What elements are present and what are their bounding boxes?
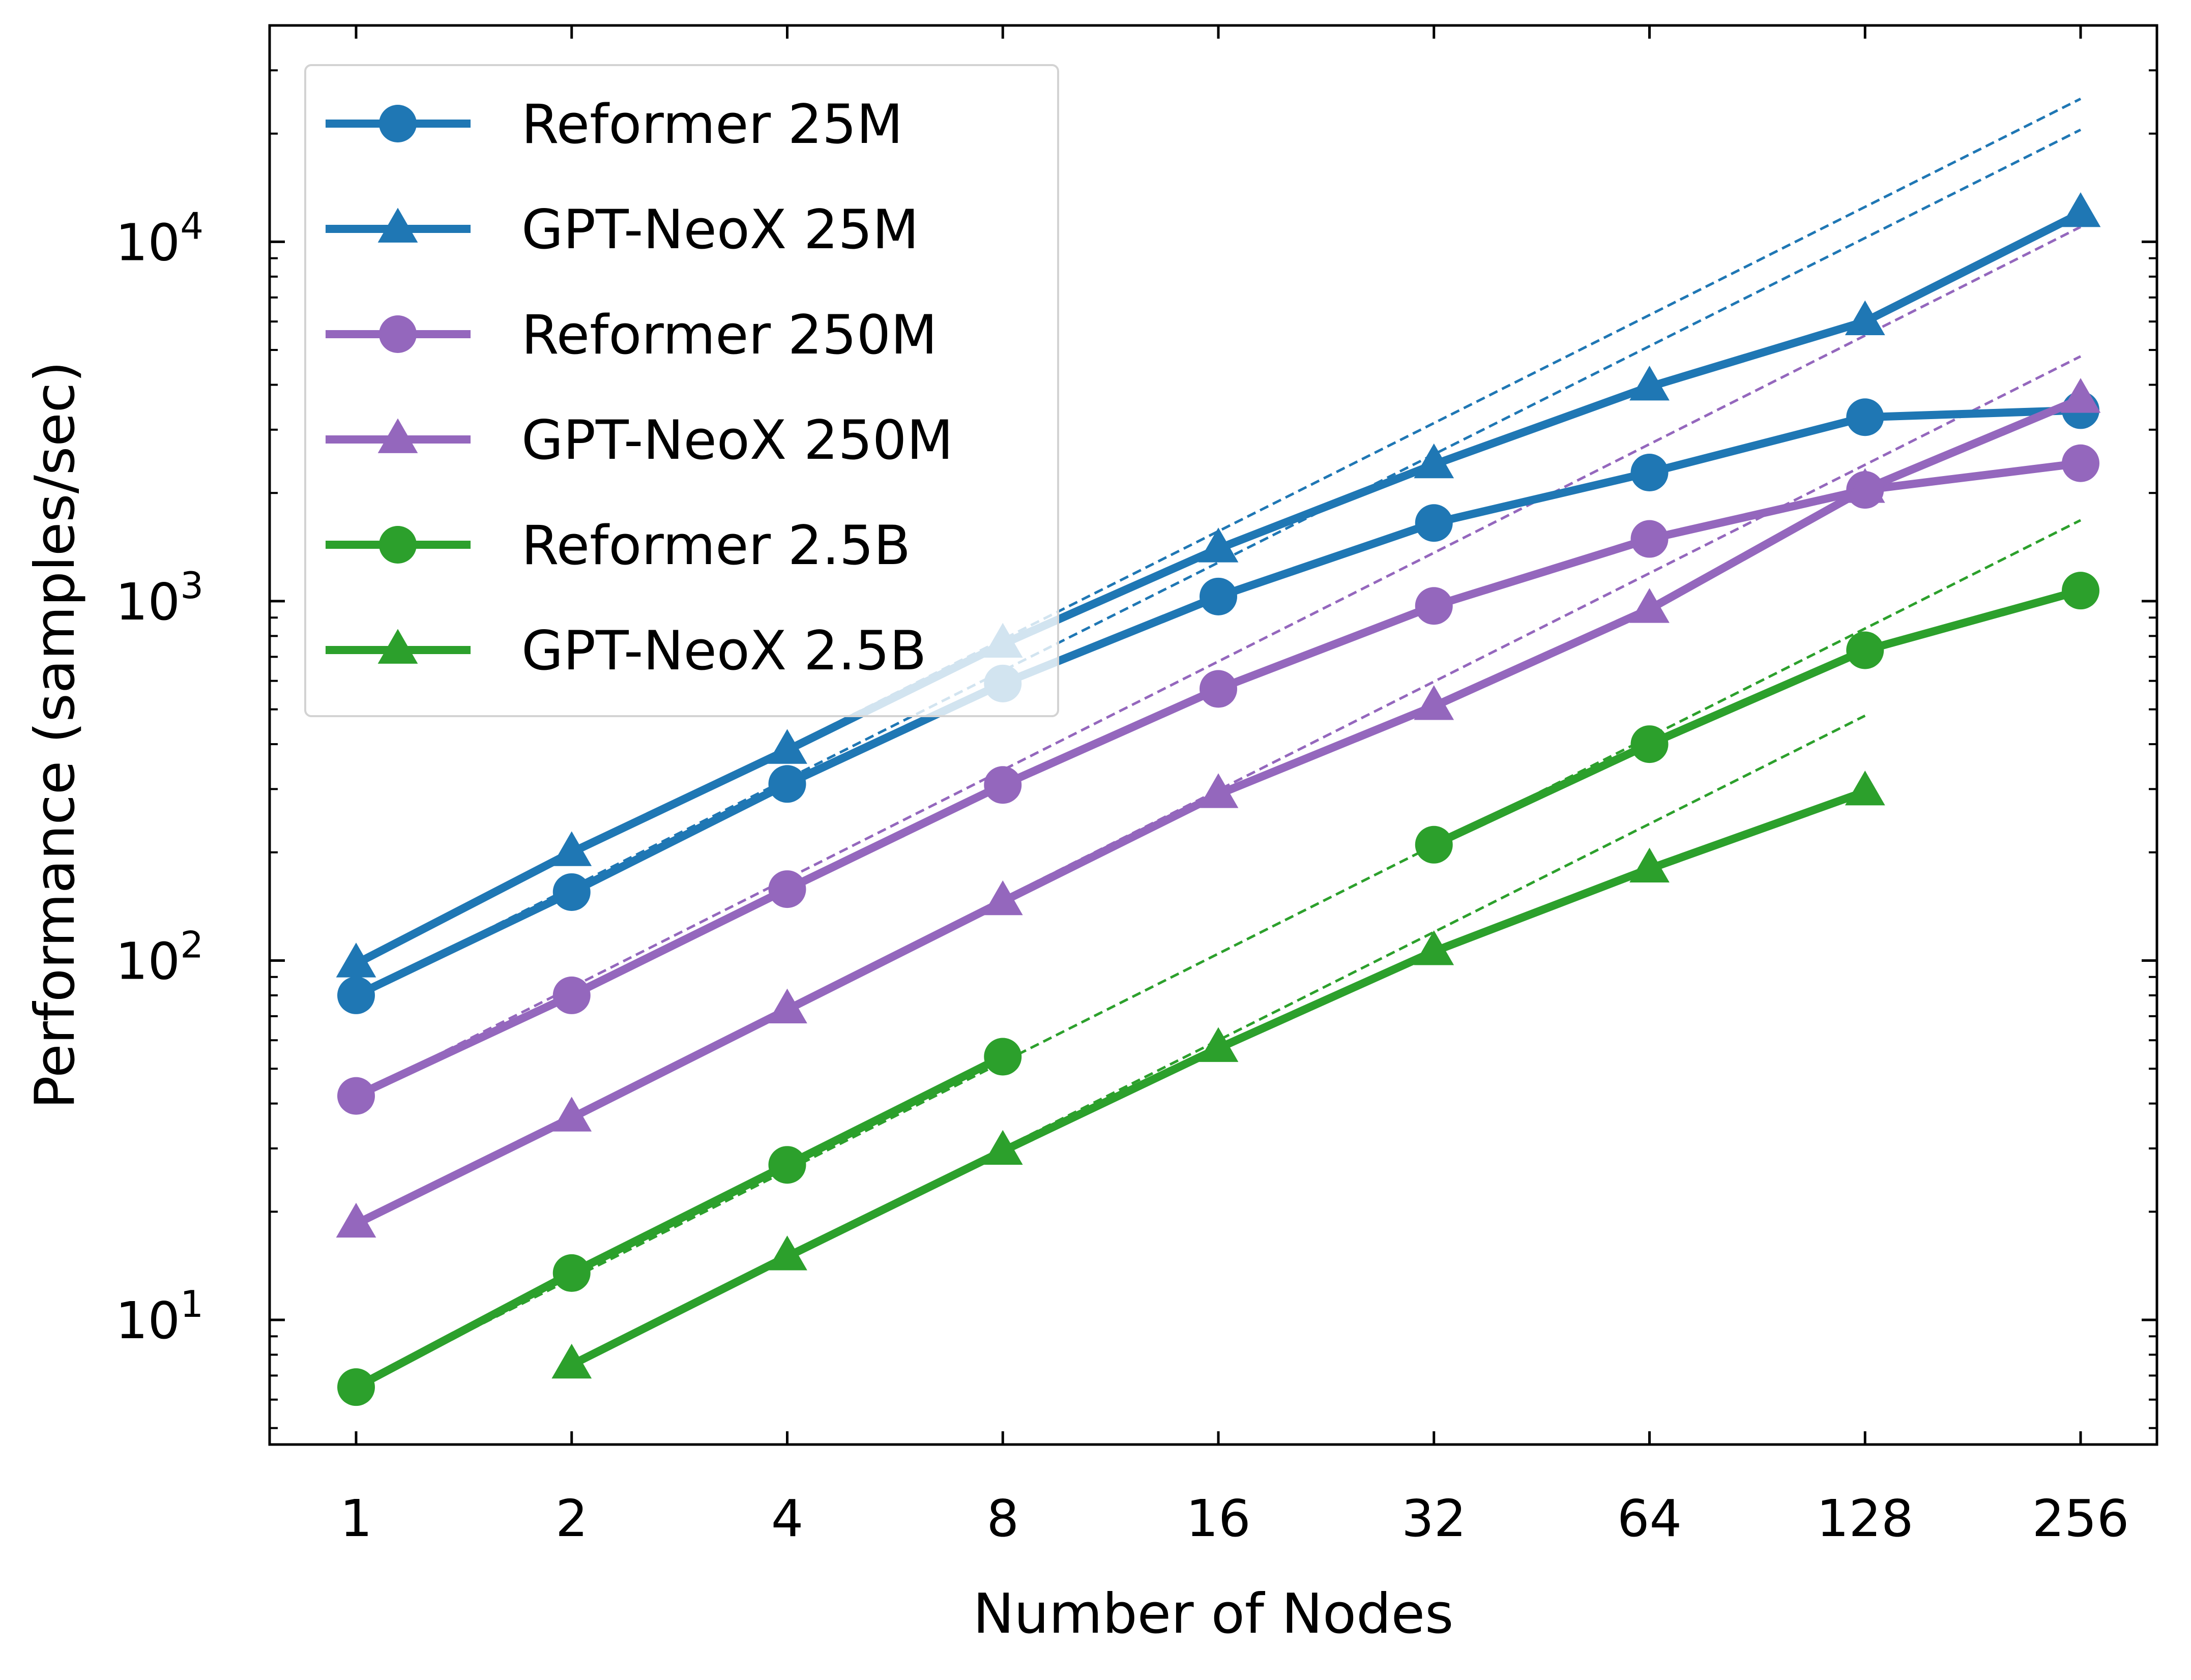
data-point <box>1629 588 1670 623</box>
data-point <box>1415 587 1453 625</box>
legend-label: Reformer 250M <box>521 304 938 366</box>
data-point <box>337 1077 375 1115</box>
data-point <box>2060 378 2101 413</box>
data-point <box>1198 773 1239 808</box>
data-point <box>1845 300 1885 336</box>
x-axis-title: Number of Nodes <box>973 1582 1454 1646</box>
plot-frame <box>268 24 2158 1446</box>
data-point <box>1415 826 1453 864</box>
legend-box <box>304 64 1059 717</box>
data-point <box>1414 685 1454 720</box>
legend-label: GPT-NeoX 25M <box>521 198 919 261</box>
axes: 1 2 4 8 16 32 64 128 256 101 102 103 104 <box>115 24 2158 1548</box>
legend-label: Reformer 2.5B <box>521 514 911 577</box>
data-point <box>2060 192 2101 227</box>
x-tick-label: 16 <box>1186 1489 1250 1548</box>
legend-marker <box>379 526 417 564</box>
legend-marker <box>379 105 417 142</box>
x-tick-label: 8 <box>986 1489 1019 1548</box>
y-axis-title: Performance (samples/sec) <box>23 361 87 1109</box>
data-point <box>1414 443 1454 479</box>
data-point <box>1198 1027 1239 1062</box>
legend-item: GPT-NeoX 2.5B <box>326 620 926 682</box>
x-tick-label: 4 <box>771 1489 804 1548</box>
data-point <box>1846 398 1884 436</box>
plot-area <box>336 97 2101 1406</box>
legend-label: GPT-NeoX 250M <box>521 409 953 471</box>
ideal-scaling-line <box>355 519 2082 1389</box>
data-point <box>1200 670 1237 708</box>
legend-marker <box>377 629 418 664</box>
legend-label: Reformer 25M <box>521 93 903 156</box>
data-point <box>984 1038 1022 1076</box>
data-point <box>1845 771 1885 806</box>
x-tick-label: 128 <box>1817 1489 1914 1548</box>
legend-marker <box>379 315 417 353</box>
legend-label: GPT-NeoX 2.5B <box>521 620 926 682</box>
data-point <box>984 766 1022 804</box>
legend-item: GPT-NeoX 250M <box>326 409 953 471</box>
data-point <box>551 1343 592 1379</box>
data-point <box>768 1146 806 1184</box>
data-point <box>1845 468 1885 503</box>
data-point <box>768 765 806 803</box>
data-point <box>1414 930 1454 965</box>
data-point <box>1846 631 1884 669</box>
data-point <box>336 1202 376 1238</box>
data-point <box>767 729 807 764</box>
data-point <box>337 976 375 1014</box>
data-point <box>1198 527 1239 563</box>
data-point <box>336 942 376 978</box>
ideal-scaling-line <box>355 225 2082 1097</box>
ideal-scaling-line <box>355 128 2082 997</box>
data-point <box>1630 454 1669 492</box>
legend-item: Reformer 250M <box>326 304 938 366</box>
data-point <box>337 1368 375 1406</box>
data-point <box>552 1254 591 1292</box>
legend-item: Reformer 25M <box>326 93 903 156</box>
data-point <box>551 831 592 866</box>
x-tick-label: 64 <box>1617 1489 1682 1548</box>
legend-marker <box>377 418 418 453</box>
data-point <box>767 988 807 1023</box>
data-point <box>1200 577 1237 615</box>
data-point <box>982 1130 1023 1165</box>
data-point <box>1629 365 1670 401</box>
data-point <box>982 880 1023 916</box>
data-point <box>552 976 591 1014</box>
y-tick-label: 101 <box>115 1283 203 1350</box>
data-layer <box>336 97 2101 1406</box>
y-tick-label: 104 <box>115 204 203 272</box>
data-point <box>767 1235 807 1271</box>
legend-marker <box>377 208 418 243</box>
data-point <box>2062 444 2099 482</box>
legend-item: Reformer 2.5B <box>326 514 911 577</box>
data-point <box>552 873 591 911</box>
x-tick-label: 1 <box>340 1489 372 1548</box>
data-point <box>1630 520 1669 558</box>
x-tick-label: 2 <box>556 1489 588 1548</box>
legend: Reformer 25M GPT-NeoX 25M Reformer 250M GPT… <box>304 64 1059 717</box>
data-point <box>2062 572 2099 610</box>
data-point <box>1630 725 1669 763</box>
x-tick-label: 256 <box>2032 1489 2129 1548</box>
data-point <box>551 1097 592 1132</box>
series-line-4 <box>354 586 2082 1391</box>
data-point <box>768 870 806 908</box>
data-point <box>1629 847 1670 883</box>
x-tick-label: 32 <box>1401 1489 1466 1548</box>
legend-item: GPT-NeoX 25M <box>326 198 919 261</box>
y-tick-label: 103 <box>115 564 203 632</box>
y-tick-label: 102 <box>115 923 203 991</box>
data-point <box>1415 504 1453 542</box>
